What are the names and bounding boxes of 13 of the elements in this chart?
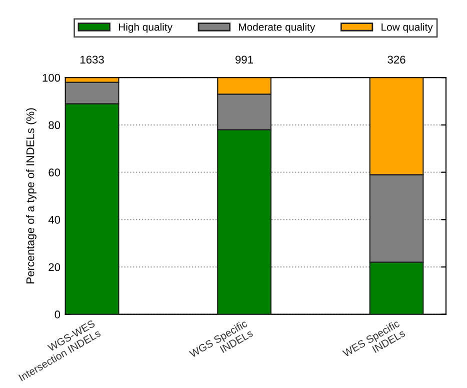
legend-label: Low quality [382, 23, 433, 33]
y-tick-label: 40 [48, 216, 60, 224]
y-tick-label: 80 [48, 121, 60, 130]
legend-label: High quality [118, 23, 172, 33]
text: 326 [388, 56, 406, 64]
y-tick-label: 0 [54, 310, 60, 318]
y-tick-label: 100 [42, 74, 60, 82]
text: 991 [236, 56, 253, 64]
text: 1633 [80, 56, 104, 64]
y-axis-title: Percentage of a type of INDELs (%) [26, 108, 36, 284]
y-tick-label: 60 [48, 168, 60, 176]
y-tick-label: 20 [48, 263, 60, 272]
legend-label: Moderate quality [238, 23, 316, 33]
